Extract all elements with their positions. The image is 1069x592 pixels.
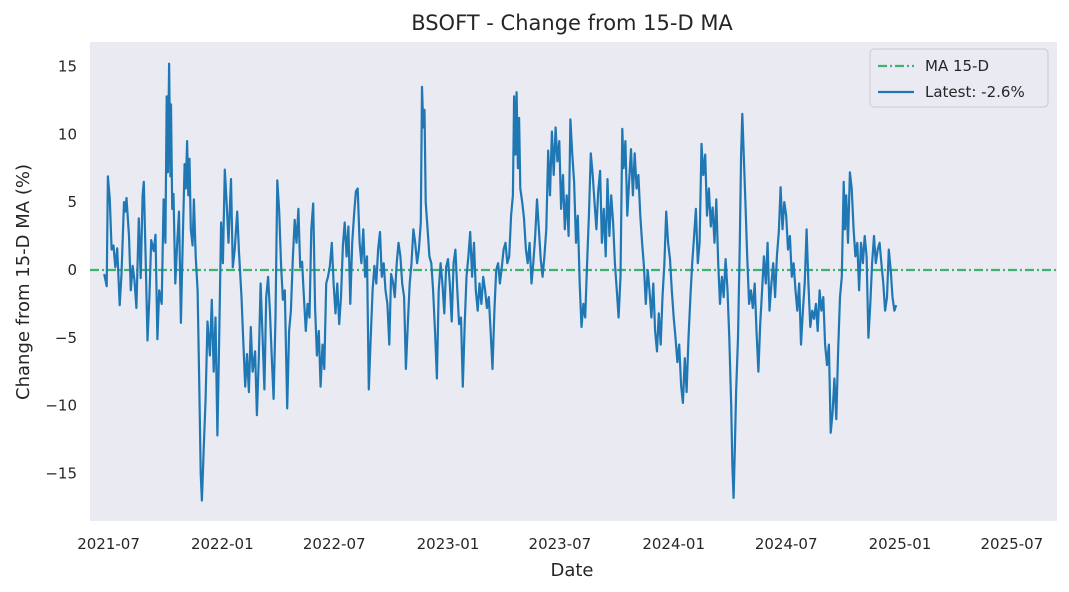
y-tick-label: 15 [58,57,77,75]
series-line [103,62,898,502]
legend-latest-label: Latest: -2.6% [925,83,1025,101]
x-tick-label: 2022-07 [303,535,366,553]
y-tick-label: 5 [67,193,77,211]
x-axis-ticks: 2021-07 2022-01 2022-07 2023-01 2023-07 2024-… [77,535,1043,553]
legend-box [869,48,1049,108]
chart-title: BSOFT - Change from 15-D MA [411,11,733,35]
y-tick-label: 0 [67,261,77,279]
y-tick-label: 10 [58,125,77,143]
y-tick-label: −5 [55,329,77,347]
x-tick-label: 2023-01 [417,535,480,553]
y-axis-label: Change from 15-D MA (%) [13,164,34,400]
x-tick-label: 2021-07 [77,535,140,553]
x-tick-label: 2022-01 [191,535,254,553]
x-axis-label: Date [550,560,593,581]
y-axis-ticks: −15 −10 −5 0 5 10 15 [45,57,77,482]
legend: MA 15-D Latest: -2.6% [869,48,1049,108]
y-tick-label: −10 [45,397,77,415]
plot-area [90,42,1057,521]
y-tick-label: −15 [45,465,77,483]
x-tick-label: 2025-01 [869,535,932,553]
x-tick-label: 2024-01 [642,535,705,553]
x-tick-label: 2024-07 [755,535,818,553]
legend-ma-label: MA 15-D [925,57,989,75]
x-tick-label: 2025-07 [981,535,1044,553]
x-tick-label: 2023-07 [529,535,592,553]
